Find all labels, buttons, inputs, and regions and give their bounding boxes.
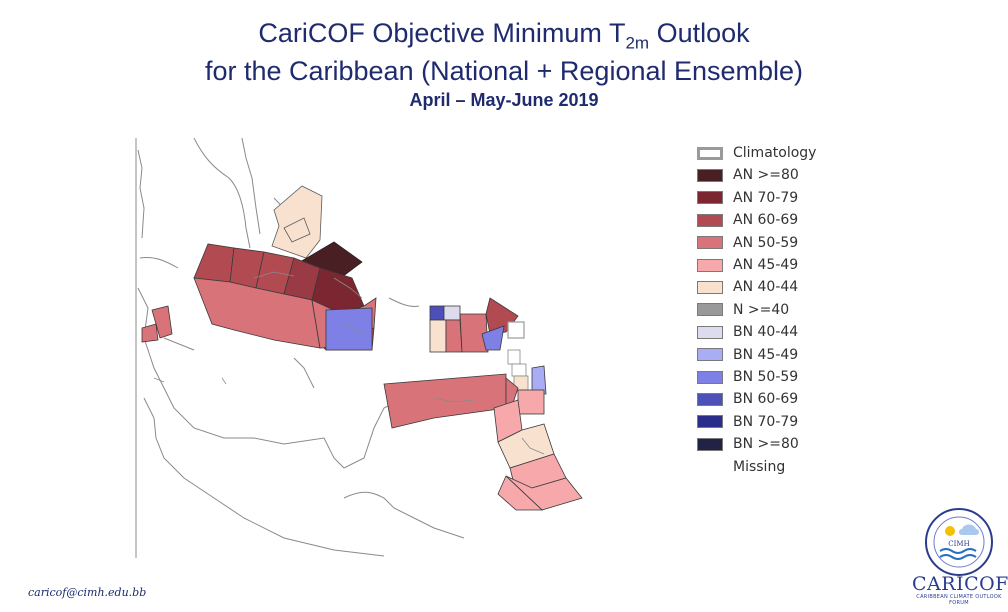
region-guianas xyxy=(493,399,583,511)
legend-label: Climatology xyxy=(733,145,817,161)
title-main: CariCOF Objective Minimum T xyxy=(258,18,626,48)
legend-swatch xyxy=(697,325,723,339)
legend-swatch xyxy=(697,191,723,205)
region-bahamas xyxy=(271,185,323,259)
caricof-logo: CARICOF CARIBBEAN CLIMATE OUTLOOK FORUM xyxy=(912,573,1008,606)
legend-swatch xyxy=(697,303,723,317)
legend-item: BN 45-49 xyxy=(697,347,798,363)
legend-label: AN 45-49 xyxy=(733,257,799,273)
region-lesser-antilles xyxy=(507,349,547,415)
legend-item: BN 60-69 xyxy=(697,391,798,407)
legend-item: N >=40 xyxy=(697,302,789,318)
legend-item: BN >=80 xyxy=(697,436,799,452)
legend-swatch xyxy=(697,146,723,160)
cimh-logo: CIMH xyxy=(925,508,993,576)
legend-swatch xyxy=(697,258,723,272)
legend-item: AN >=80 xyxy=(697,167,799,183)
legend-swatch xyxy=(697,236,723,250)
legend-label: Missing xyxy=(733,458,786,475)
legend-item: Climatology xyxy=(697,145,816,161)
title-subscript: 2m xyxy=(625,33,650,53)
legend-label: BN 50-59 xyxy=(733,369,799,385)
legend-swatch xyxy=(697,392,723,406)
legend-item: BN 50-59 xyxy=(697,369,798,385)
title-end: Outlook xyxy=(649,18,750,48)
caribbean-map xyxy=(134,138,660,558)
region-cuba xyxy=(193,243,365,315)
legend-swatch xyxy=(697,370,723,384)
region-puerto-rico-vi xyxy=(429,305,489,353)
region-abc-islands xyxy=(383,373,507,429)
region-climatology-box xyxy=(507,321,525,339)
legend-label: AN >=80 xyxy=(733,167,799,184)
legend-swatch xyxy=(697,437,723,451)
legend-label: N >=40 xyxy=(733,301,790,318)
caricof-tagline: CARIBBEAN CLIMATE OUTLOOK FORUM xyxy=(916,594,1002,606)
footer-email: caricof@cimh.edu.bb xyxy=(28,586,147,599)
legend-item: BN 70-79 xyxy=(697,414,798,430)
cimh-label: CIMH xyxy=(948,540,969,548)
legend-swatch xyxy=(697,348,723,362)
region-st-kitts xyxy=(481,325,505,351)
map-title-line2: for the Caribbean (National + Regional E… xyxy=(204,56,804,86)
region-belize xyxy=(141,305,173,343)
legend-swatch xyxy=(697,280,723,294)
legend-label: AN 50-59 xyxy=(733,234,799,251)
map-title-line1: CariCOF Objective Minimum T2m Outlook xyxy=(0,18,1008,53)
legend-swatch xyxy=(697,168,723,182)
legend-label: AN 70-79 xyxy=(733,189,799,206)
legend-swatch xyxy=(697,213,723,227)
legend-swatch xyxy=(697,415,723,429)
legend-label: BN 70-79 xyxy=(733,413,799,430)
legend-item: AN 60-69 xyxy=(697,212,798,228)
map-period: April – May-June 2019 xyxy=(409,90,599,110)
legend-item: AN 50-59 xyxy=(697,235,798,251)
island-outlines xyxy=(153,271,545,455)
legend-item: Missing xyxy=(697,459,785,475)
legend-label: BN 40-44 xyxy=(733,324,799,341)
legend-label: BN 45-49 xyxy=(733,346,799,363)
legend-label: BN >=80 xyxy=(733,436,799,453)
legend-item: AN 70-79 xyxy=(697,190,798,206)
legend-item: BN 40-44 xyxy=(697,324,798,340)
legend-item: AN 45-49 xyxy=(697,257,798,273)
legend-item: AN 40-44 xyxy=(697,279,798,295)
legend-label: AN 60-69 xyxy=(733,212,799,229)
region-dominican-republic xyxy=(325,307,373,351)
legend-label: AN 40-44 xyxy=(733,279,799,296)
legend-label: BN 60-69 xyxy=(733,391,799,408)
caricof-wordmark: CARICOF xyxy=(912,573,1008,595)
